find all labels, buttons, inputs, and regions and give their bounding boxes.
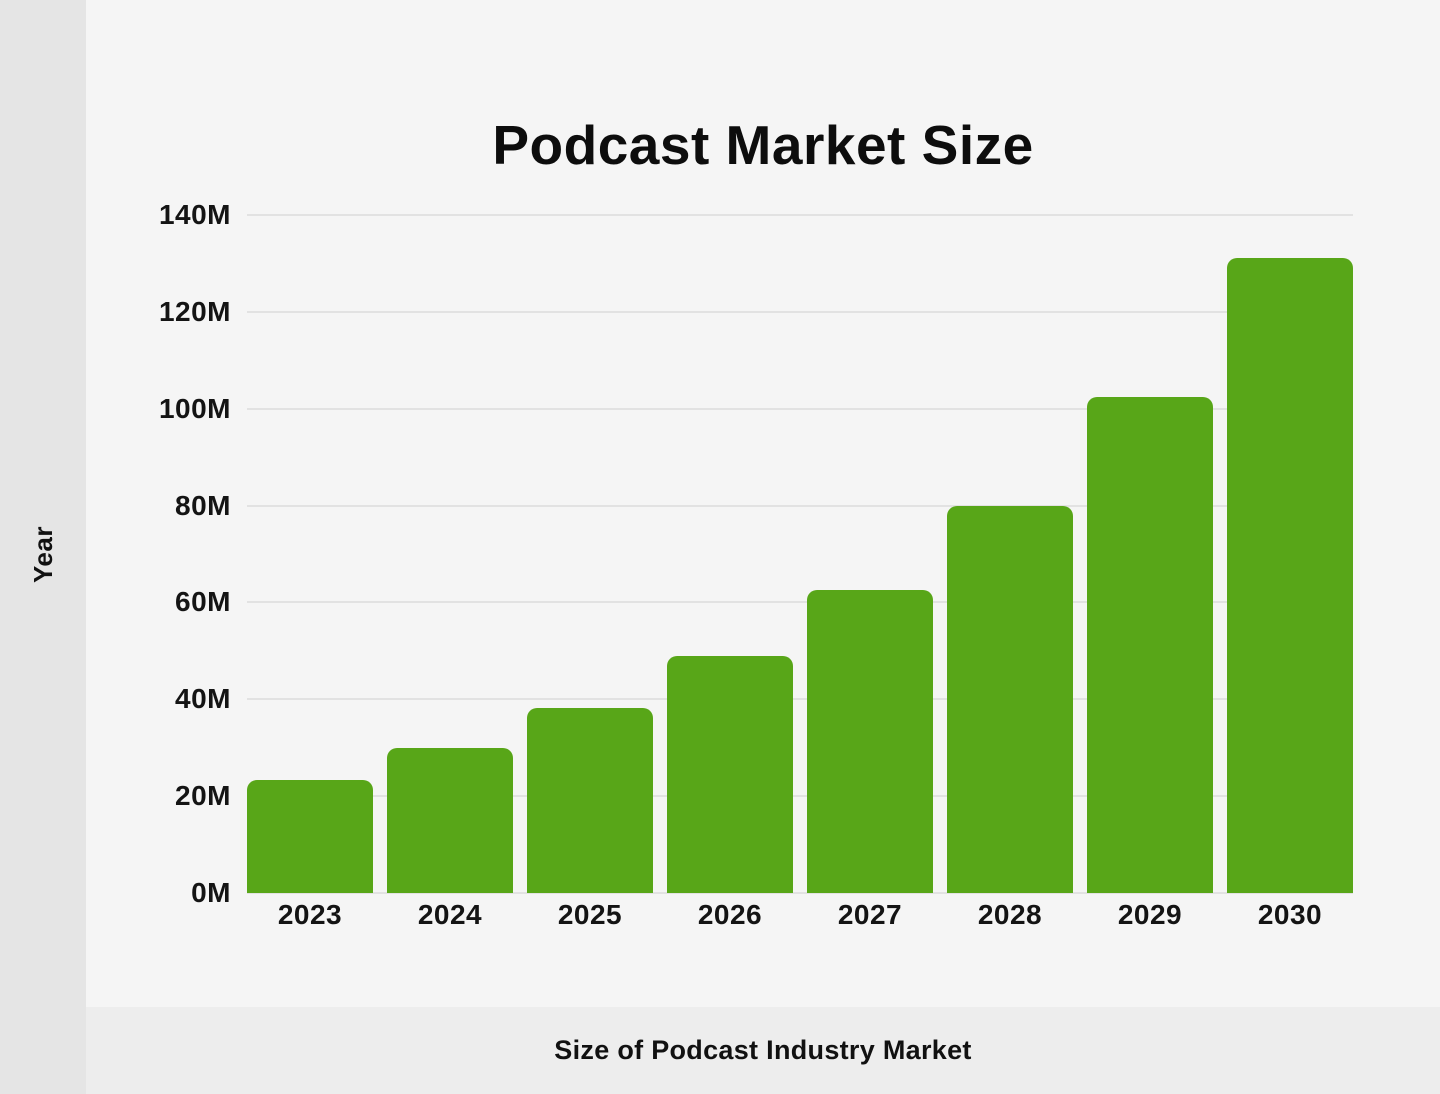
- footer-caption: Size of Podcast Industry Market: [554, 1035, 972, 1065]
- y-axis-title: Year: [0, 215, 86, 893]
- y-tick-label-20M: 20M: [175, 780, 231, 812]
- gridline-140M: [247, 214, 1353, 216]
- x-axis-labels: 2023 2024 2025 2026 2027 2028 2029 2030: [247, 899, 1353, 933]
- bar-2029: [1087, 396, 1213, 893]
- y-tick-label-120M: 120M: [158, 295, 231, 327]
- left-strip: [0, 0, 86, 1094]
- gridline-100M: [247, 407, 1353, 410]
- gridline-60M: [247, 601, 1353, 604]
- bar-2028: [947, 505, 1073, 893]
- x-tick-label-2029: 2029: [1117, 899, 1183, 930]
- x-tick-label-2030: 2030: [1257, 899, 1323, 930]
- plot-area: [247, 214, 1353, 894]
- bar-2023: [247, 779, 373, 893]
- x-tick-label-2026: 2026: [697, 899, 763, 930]
- bar-2024: [387, 748, 513, 893]
- gridline-80M: [247, 504, 1353, 507]
- gridline-120M: [247, 310, 1353, 313]
- y-tick-label-60M: 60M: [175, 586, 231, 618]
- gridline-40M: [247, 698, 1353, 701]
- chart-title: Podcast Market Size: [492, 113, 1034, 176]
- x-tick-label-2023: 2023: [277, 899, 343, 930]
- x-tick-label-2028: 2028: [977, 899, 1043, 930]
- bar-2025: [527, 707, 653, 893]
- x-tick-label-2027: 2027: [837, 899, 903, 930]
- y-tick-label-0M: 0M: [191, 877, 231, 908]
- y-tick-label-100M: 100M: [158, 392, 231, 424]
- gridline-0M: [247, 892, 1353, 894]
- gridline-20M: [247, 795, 1353, 798]
- y-axis-labels: 0M 20M 40M 60M 80M 100M 120M 140M: [100, 200, 231, 908]
- y-tick-label-40M: 40M: [175, 683, 231, 715]
- y-tick-label-80M: 80M: [175, 489, 231, 521]
- x-tick-label-2025: 2025: [557, 899, 623, 930]
- bar-2027: [807, 589, 933, 893]
- x-tick-label-2024: 2024: [417, 899, 483, 930]
- bar-2030: [1227, 257, 1353, 893]
- bar-2026: [667, 656, 793, 893]
- bottom-strip: Size of Podcast Industry Market: [86, 1007, 1440, 1094]
- y-tick-label-140M: 140M: [158, 199, 231, 230]
- y-axis-title-text: Year: [27, 525, 58, 583]
